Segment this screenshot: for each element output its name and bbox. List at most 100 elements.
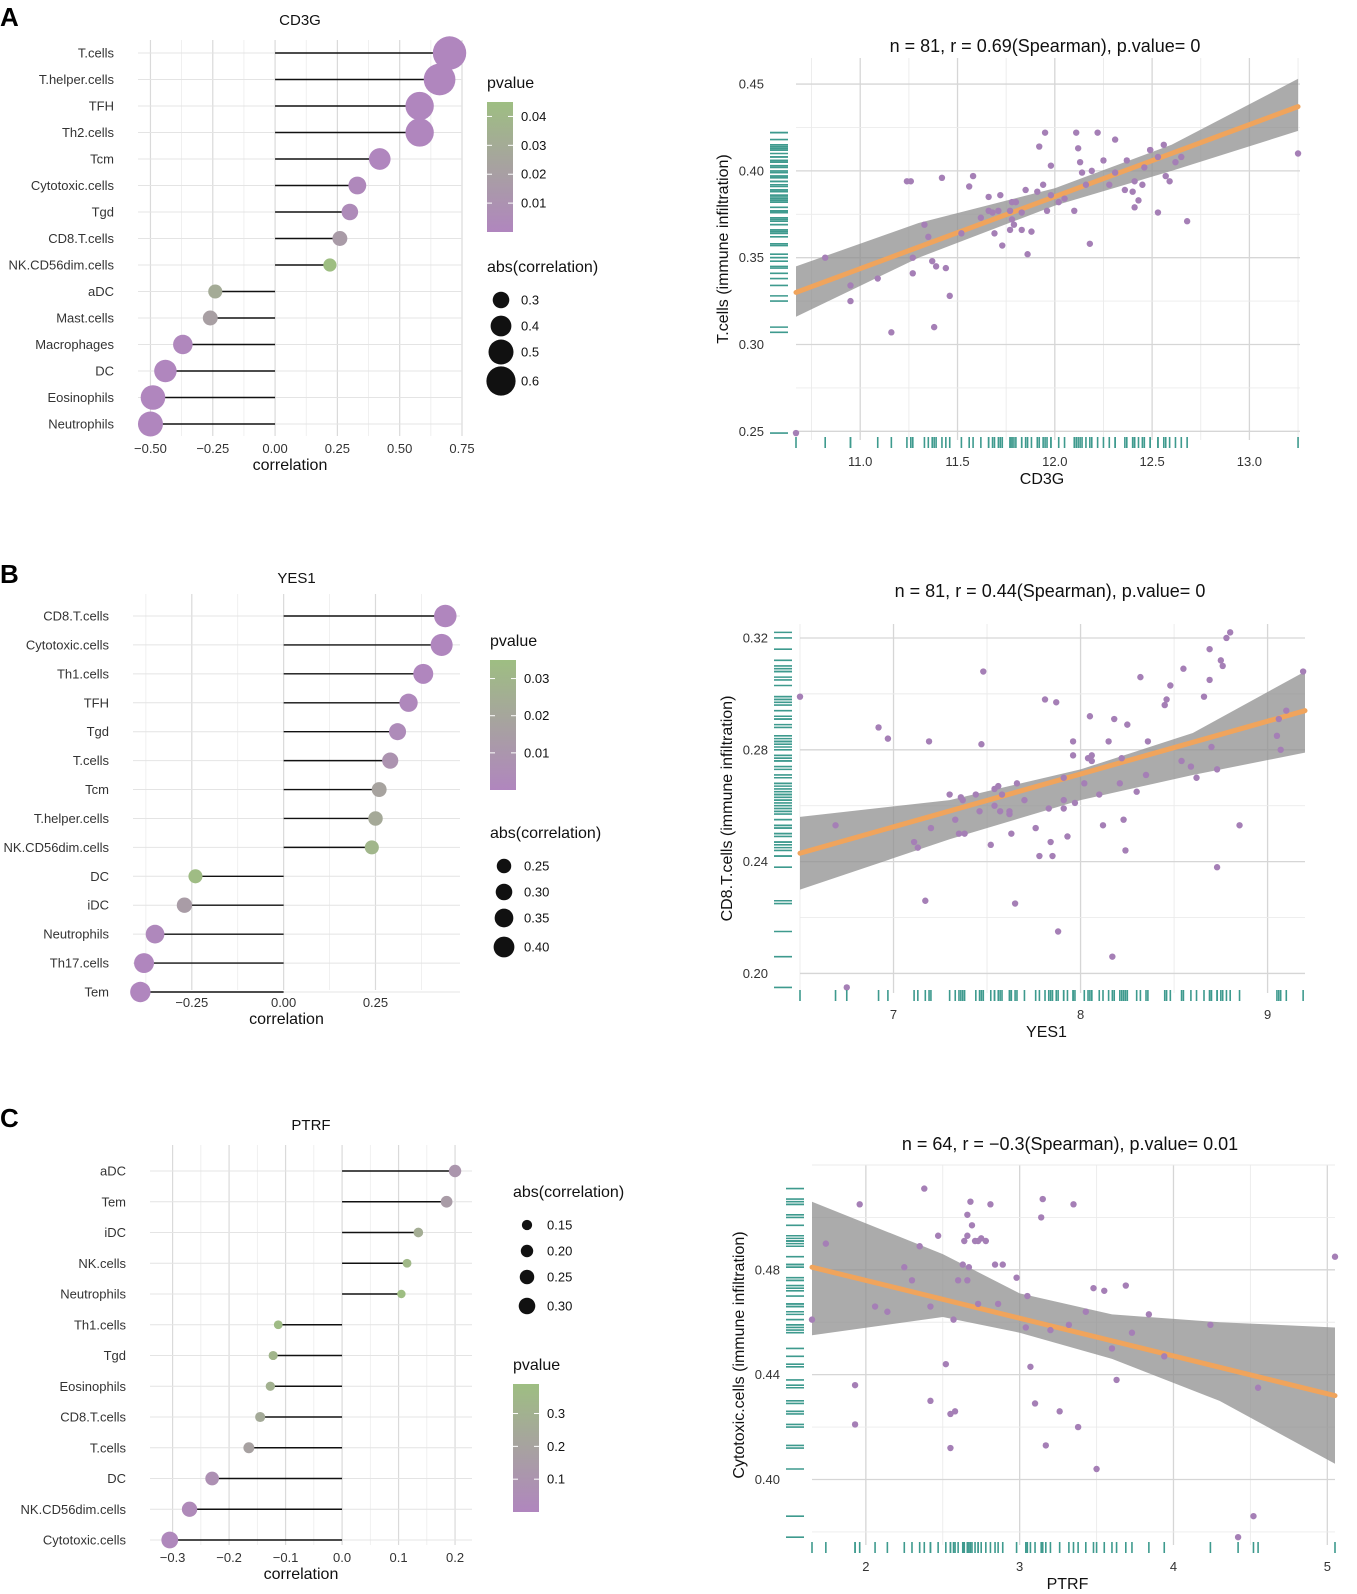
scatter-point	[999, 1261, 1006, 1268]
scatter-point	[999, 242, 1006, 249]
lollipop-chart: YES1 −0.25 0.00 0.25 correlation CD8.T.cells C…	[4, 570, 602, 1028]
y-tick-label: 0.28	[743, 742, 768, 757]
scatter-point	[938, 174, 946, 182]
scatter-point	[856, 1201, 863, 1208]
colorbar-label: 0.3	[547, 1406, 565, 1421]
scatter-point	[978, 741, 985, 748]
scatter-point	[884, 1308, 891, 1315]
scatter-point	[909, 270, 916, 277]
scatter-point	[822, 1240, 830, 1247]
scatter-point	[1082, 181, 1090, 188]
lollipop-dot	[364, 840, 379, 855]
scatter-point	[851, 1381, 859, 1389]
category-label: Eosinophils	[48, 390, 115, 405]
scatter-point	[959, 796, 966, 804]
scatter-point	[847, 297, 854, 305]
panel-letter: A	[0, 2, 19, 32]
scatter-point	[969, 172, 977, 180]
lollipop-dot	[154, 359, 177, 383]
y-tick-label: 0.35	[739, 250, 764, 265]
category-label: T.cells	[73, 753, 110, 768]
scatter-point	[1012, 198, 1020, 206]
scatter-point	[1088, 167, 1095, 175]
scatter-point	[1213, 864, 1221, 871]
scatter-point	[1106, 181, 1113, 188]
regression-line	[797, 708, 1308, 856]
category-label: DC	[95, 364, 114, 379]
scatter-point	[1120, 816, 1127, 823]
scatter-point	[977, 214, 985, 221]
category-label: NK.cells	[78, 1256, 126, 1271]
scatter-point	[1008, 216, 1016, 223]
scatter-point	[1055, 198, 1062, 206]
scatter-point	[1187, 763, 1195, 770]
colorbar-label: 0.02	[521, 167, 546, 182]
size-legend-label: 0.4	[521, 319, 539, 334]
scatter-point	[1070, 1201, 1077, 1208]
scatter-grid	[799, 624, 1305, 993]
scatter-point	[1131, 204, 1138, 211]
category-label: NK.CD56dim.cells	[21, 1502, 127, 1517]
lollipop-dot	[382, 752, 399, 769]
scatter-point	[1064, 833, 1071, 840]
x-tick-label: 5	[1324, 1559, 1331, 1574]
scatter-point	[964, 1211, 971, 1218]
category-label: Macrophages	[35, 337, 114, 352]
scatter-point	[922, 897, 929, 904]
scatter-point	[1061, 195, 1068, 202]
scatter-point	[989, 209, 996, 216]
scatter-point	[1154, 209, 1162, 216]
category-label: Th17.cells	[50, 956, 110, 971]
category-label: CD8.T.cells	[43, 609, 109, 624]
scatter-point	[961, 830, 968, 837]
scatter-plot: n = 81, r = 0.69(Spearman), p.value= 0 11…	[715, 36, 1302, 488]
scatter-point	[1219, 662, 1226, 670]
lollipop-dot	[202, 310, 218, 326]
scatter-point	[1254, 1384, 1262, 1391]
category-label: Neutrophils	[48, 417, 114, 432]
scatter-point	[796, 693, 804, 700]
scatter-point	[1036, 143, 1043, 150]
lollipop-dot	[265, 1381, 275, 1391]
lollipop-dot	[205, 1471, 219, 1486]
scatter-point	[995, 207, 1002, 214]
colorbar-label: 0.03	[521, 138, 546, 153]
scatter-point	[1042, 1442, 1050, 1449]
size-legend-dot	[495, 883, 513, 901]
lollipop-dot	[341, 203, 359, 221]
scatter-point	[821, 254, 829, 261]
y-tick-label: 0.45	[739, 77, 764, 92]
scatter-plot: n = 64, r = −0.3(Spearman), p.value= 0.0…	[731, 1134, 1339, 1593]
scatter-point	[1027, 1363, 1034, 1370]
scatter-point	[1069, 738, 1077, 745]
size-legend-dot	[518, 1297, 536, 1315]
lollipop-grid	[133, 594, 460, 993]
scatter-point	[847, 282, 854, 289]
lollipop-dot	[323, 258, 337, 272]
x-tick-label: 0.25	[363, 995, 388, 1010]
scatter-point	[1193, 774, 1200, 781]
scatter-point	[1081, 780, 1088, 787]
scatter-point	[1024, 251, 1031, 258]
scatter-point	[888, 329, 895, 336]
scatter-point	[916, 1243, 923, 1250]
scatter-point	[1032, 824, 1039, 832]
lollipop-dot	[268, 1350, 278, 1361]
scatter-title: n = 81, r = 0.44(Spearman), p.value= 0	[895, 581, 1206, 601]
category-label: T.helper.cells	[34, 811, 110, 826]
category-label: Eosinophils	[60, 1379, 127, 1394]
legends: pvalue 0.3 0.2 0.1 abs(correlation) 0.15 0.20 0…	[513, 1184, 624, 1512]
scatter-point	[1206, 645, 1213, 653]
lollipop-dot	[134, 953, 155, 974]
scatter-point	[1108, 1345, 1116, 1352]
scatter-point	[976, 808, 983, 815]
scatter-point	[997, 191, 1004, 199]
scatter-point	[1039, 1195, 1046, 1203]
scatter-point	[1277, 746, 1284, 753]
size-legend-dot	[488, 339, 514, 365]
scatter-point	[946, 791, 953, 798]
lollipop-dot	[432, 36, 467, 70]
category-label: CD8.T.cells	[48, 231, 114, 246]
x-tick-label: 12.5	[1139, 454, 1164, 469]
